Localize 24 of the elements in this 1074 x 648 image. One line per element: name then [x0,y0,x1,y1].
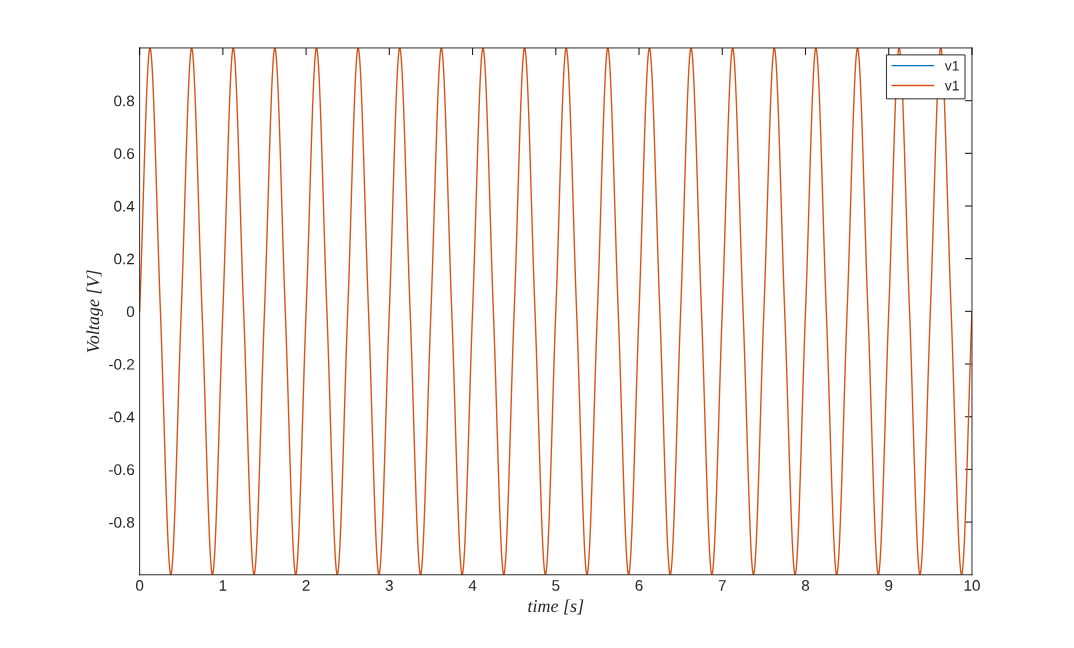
y-tick-label: 0.2 [114,253,134,265]
x-tick-label: 10 [964,580,980,591]
y-tick-label: -0.4 [109,411,135,423]
x-tick-label: 4 [468,580,477,591]
x-tick-label: 3 [385,580,393,591]
x-tick-label: 7 [718,580,726,591]
x-axis-title: time [s] [528,599,584,615]
y-tick-label: -0.2 [109,358,134,370]
x-tick-label: 6 [635,580,643,591]
x-tick-label: 9 [885,580,893,591]
y-tick-label: -0.6 [109,464,135,476]
y-tick-label: 0.4 [114,200,135,212]
x-tick-label: 8 [801,580,810,591]
y-tick-label: 0 [126,306,135,318]
x-tick-label: 2 [302,580,310,591]
y-axis-title: Voltage [V] [86,270,103,353]
y-tick-label: 0.6 [114,148,135,159]
x-tick-label: 0 [135,580,144,591]
y-tick-label: -0.8 [109,516,135,528]
x-tick-label: 1 [219,580,227,591]
legend-label: v1 [944,60,959,71]
x-tick-label: 5 [552,580,560,591]
legend-label: v1 [944,80,959,91]
y-tick-label: 0.8 [114,95,135,107]
